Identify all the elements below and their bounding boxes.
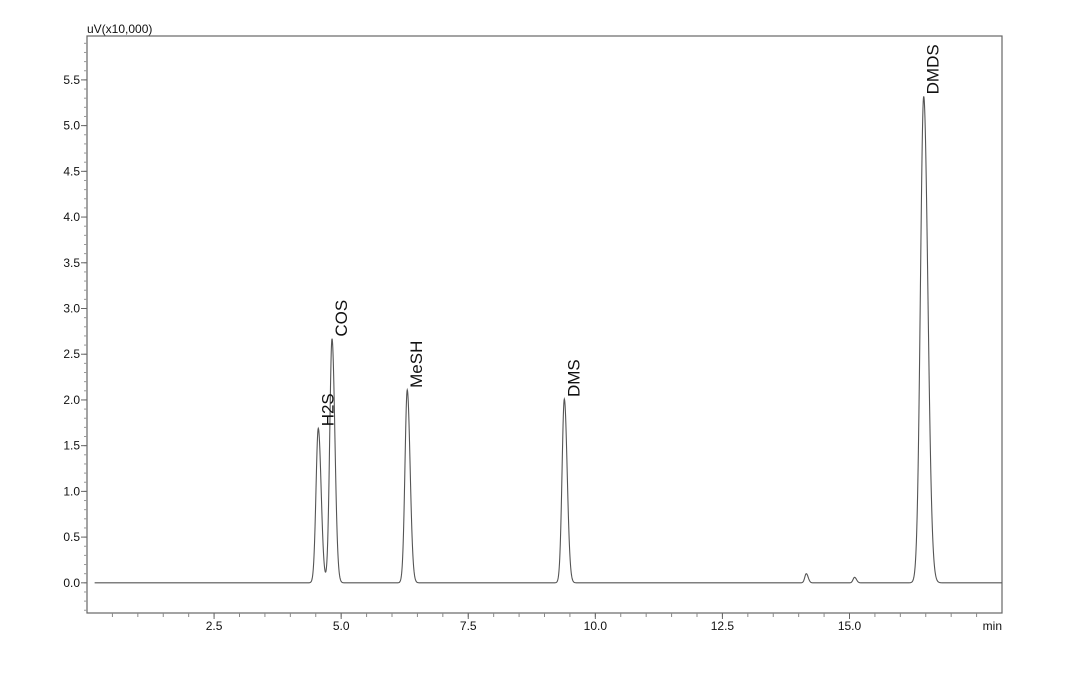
- peak-label: MeSH: [407, 341, 426, 388]
- y-tick-label: 3.0: [63, 301, 80, 315]
- y-tick-label: 1.0: [63, 484, 80, 498]
- peak-label: COS: [332, 300, 351, 337]
- y-tick-label: 3.5: [63, 256, 80, 270]
- y-tick-label: 4.5: [63, 164, 80, 178]
- peak-label: DMS: [564, 359, 583, 397]
- x-axis-label: min: [983, 619, 1002, 633]
- x-tick-label: 10.0: [584, 619, 608, 633]
- y-tick-label: 0.0: [63, 576, 80, 590]
- chromatogram-trace: [94, 96, 1002, 584]
- y-axis-label: uV(x10,000): [87, 22, 152, 36]
- plot-frame: [86, 35, 1003, 614]
- peak-label: H2S: [318, 393, 337, 426]
- y-tick-label: 5.0: [63, 119, 80, 133]
- y-tick-label: 2.0: [63, 393, 80, 407]
- x-tick-label: 2.5: [206, 619, 223, 633]
- y-tick-label: 1.5: [63, 439, 80, 453]
- y-tick-label: 0.5: [63, 530, 80, 544]
- y-tick-label: 5.5: [63, 73, 80, 87]
- x-tick-label: 7.5: [460, 619, 477, 633]
- y-tick-label: 2.5: [63, 347, 80, 361]
- y-tick-label: 4.0: [63, 210, 80, 224]
- x-tick-label: 5.0: [333, 619, 350, 633]
- peak-label: DMDS: [924, 44, 943, 94]
- x-tick-label: 15.0: [838, 619, 862, 633]
- x-tick-label: 12.5: [711, 619, 735, 633]
